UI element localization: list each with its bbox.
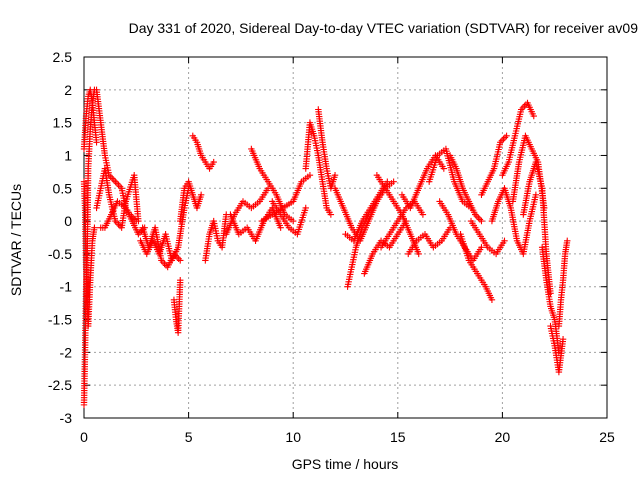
data-points: [80, 86, 571, 409]
y-tick-label: 2: [64, 82, 72, 98]
y-tick-label: -1: [60, 279, 73, 295]
x-tick-label: 20: [495, 429, 511, 445]
y-tick-label: 0.5: [53, 180, 73, 196]
data-point: [521, 103, 528, 110]
data-point: [290, 217, 297, 225]
data-point: [197, 191, 205, 199]
data-point: [390, 178, 397, 185]
x-tick-label: 0: [80, 429, 88, 445]
y-tick-label: 0: [64, 213, 72, 229]
data-point: [564, 237, 571, 244]
y-tick-label: -2.5: [48, 377, 72, 393]
data-point: [110, 176, 118, 184]
plot-frame: [83, 56, 608, 419]
data-point: [475, 214, 482, 222]
data-point: [302, 204, 309, 212]
x-tick-label: 10: [285, 429, 301, 445]
data-point: [559, 336, 567, 343]
data-point: [177, 257, 184, 264]
data-point: [93, 139, 100, 146]
data-point: [419, 211, 427, 218]
y-tick-label: 1.5: [53, 115, 73, 131]
data-point: [115, 221, 122, 228]
data-point: [478, 217, 485, 225]
y-tick-label: -2: [60, 344, 73, 360]
data-point: [503, 132, 510, 139]
data-point: [488, 296, 496, 304]
data-point: [177, 276, 184, 284]
data-point: [440, 165, 448, 172]
data-point: [384, 178, 391, 185]
data-point: [161, 260, 168, 267]
y-axis-label: SDTVAR / TECUs: [8, 183, 24, 297]
data-point: [500, 135, 507, 143]
chart-title: Day 331 of 2020, Sidereal Day-to-day VTE…: [128, 20, 638, 36]
y-tick-label: -1.5: [48, 312, 72, 328]
x-tick-label: 25: [599, 429, 615, 445]
x-tick-label: 5: [185, 429, 193, 445]
data-point: [501, 237, 508, 244]
data-point: [501, 134, 509, 141]
data-point: [530, 112, 537, 120]
data-point: [331, 171, 339, 179]
data-point: [277, 224, 284, 231]
data-point: [415, 250, 422, 258]
y-tick-label: -3: [60, 410, 73, 426]
data-point: [476, 216, 484, 223]
x-axis-label: GPS time / hours: [291, 456, 399, 472]
axis-ticks: 0 5 10 15 20 25 2.5 2 1.5 1 0.5 0 -0.5 -1 -1.5 -2 -2.5 -3: [48, 49, 615, 445]
data-point: [210, 158, 217, 166]
y-tick-label: -0.5: [48, 246, 72, 262]
y-tick-label: 1: [64, 147, 72, 163]
data-point: [91, 224, 98, 231]
data-point: [478, 244, 485, 251]
x-tick-label: 15: [390, 429, 406, 445]
data-point: [327, 211, 335, 218]
data-point: [306, 171, 314, 179]
data-point: [532, 191, 540, 199]
data-point: [112, 178, 119, 185]
y-tick-label: 2.5: [53, 49, 73, 65]
data-point: [115, 181, 122, 189]
data-point: [113, 180, 121, 187]
data-point: [135, 217, 142, 225]
